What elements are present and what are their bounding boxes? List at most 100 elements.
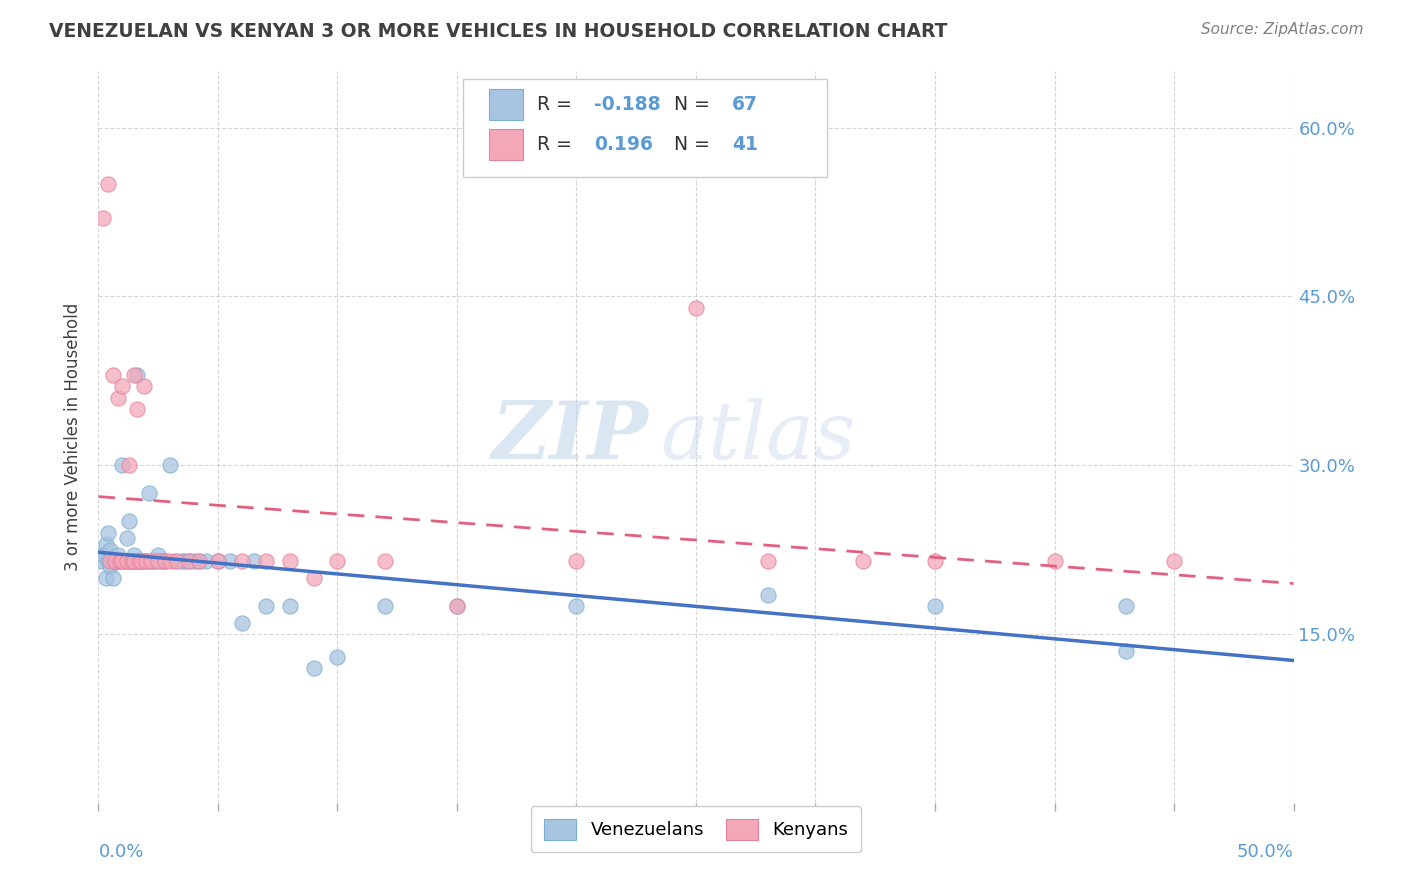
Point — [121, 554, 143, 568]
Point — [446, 599, 468, 613]
Text: atlas: atlas — [661, 399, 855, 475]
Point — [152, 554, 174, 568]
Point — [132, 554, 155, 568]
Point — [131, 554, 153, 568]
Point — [756, 588, 779, 602]
Point — [125, 401, 148, 416]
Point — [94, 571, 117, 585]
Point — [90, 554, 112, 568]
Point — [98, 559, 122, 574]
Point — [107, 391, 129, 405]
Point — [135, 554, 157, 568]
Point — [107, 554, 129, 568]
Point — [1115, 599, 1137, 613]
Point — [326, 554, 349, 568]
Point — [179, 554, 201, 568]
Point — [219, 554, 242, 568]
Point — [111, 458, 134, 473]
Point — [187, 554, 209, 568]
Point — [145, 554, 167, 568]
Point — [94, 537, 117, 551]
Point — [97, 177, 120, 191]
Point — [111, 554, 134, 568]
Text: 0.0%: 0.0% — [98, 843, 143, 861]
Point — [179, 554, 201, 568]
Point — [924, 554, 946, 568]
Text: -0.188: -0.188 — [595, 95, 661, 114]
Point — [118, 515, 141, 529]
Point — [107, 548, 129, 562]
Point — [1163, 554, 1185, 568]
Point — [139, 554, 162, 568]
Point — [128, 554, 150, 568]
Point — [101, 571, 124, 585]
Point — [115, 532, 138, 546]
Point — [104, 554, 127, 568]
Point — [138, 486, 160, 500]
Point — [118, 458, 141, 473]
FancyBboxPatch shape — [489, 129, 523, 160]
Point — [231, 554, 253, 568]
Point — [446, 599, 468, 613]
Point — [187, 554, 209, 568]
Point — [565, 599, 588, 613]
Point — [278, 599, 301, 613]
Point — [207, 554, 229, 568]
Point — [148, 554, 170, 568]
Point — [97, 525, 120, 540]
Y-axis label: 3 or more Vehicles in Household: 3 or more Vehicles in Household — [65, 303, 83, 571]
Point — [107, 554, 129, 568]
Point — [326, 649, 349, 664]
Point — [132, 379, 155, 393]
Point — [98, 554, 122, 568]
Point — [114, 554, 136, 568]
Point — [124, 554, 146, 568]
Text: 0.196: 0.196 — [595, 136, 654, 154]
Text: 67: 67 — [733, 95, 758, 114]
Point — [121, 554, 143, 568]
Point — [183, 554, 205, 568]
Point — [565, 554, 588, 568]
Point — [159, 458, 181, 473]
Text: 50.0%: 50.0% — [1237, 843, 1294, 861]
Point — [125, 554, 148, 568]
Point — [924, 599, 946, 613]
Point — [108, 554, 131, 568]
Point — [97, 554, 120, 568]
Point — [98, 542, 122, 557]
FancyBboxPatch shape — [463, 78, 827, 178]
Point — [148, 548, 170, 562]
Point — [685, 301, 707, 315]
Point — [155, 554, 177, 568]
Point — [173, 554, 195, 568]
Point — [278, 554, 301, 568]
Legend: Venezuelans, Kenyans: Venezuelans, Kenyans — [531, 806, 860, 852]
Text: N =: N = — [675, 95, 716, 114]
Point — [254, 599, 277, 613]
Point — [104, 554, 127, 568]
Point — [91, 548, 114, 562]
Point — [91, 211, 114, 225]
Point — [374, 599, 396, 613]
Point — [302, 571, 325, 585]
FancyBboxPatch shape — [489, 89, 523, 120]
Point — [159, 554, 181, 568]
Text: R =: R = — [537, 136, 583, 154]
Point — [101, 554, 124, 568]
Point — [124, 548, 146, 562]
Point — [195, 554, 218, 568]
Point — [254, 554, 277, 568]
Point — [118, 554, 141, 568]
Point — [172, 554, 194, 568]
Text: VENEZUELAN VS KENYAN 3 OR MORE VEHICLES IN HOUSEHOLD CORRELATION CHART: VENEZUELAN VS KENYAN 3 OR MORE VEHICLES … — [49, 22, 948, 41]
Point — [101, 368, 124, 383]
Point — [231, 615, 253, 630]
Point — [166, 554, 188, 568]
Point — [243, 554, 266, 568]
Text: 41: 41 — [733, 136, 758, 154]
Point — [302, 661, 325, 675]
Text: Source: ZipAtlas.com: Source: ZipAtlas.com — [1201, 22, 1364, 37]
Point — [104, 554, 127, 568]
Point — [128, 554, 150, 568]
Point — [139, 554, 162, 568]
